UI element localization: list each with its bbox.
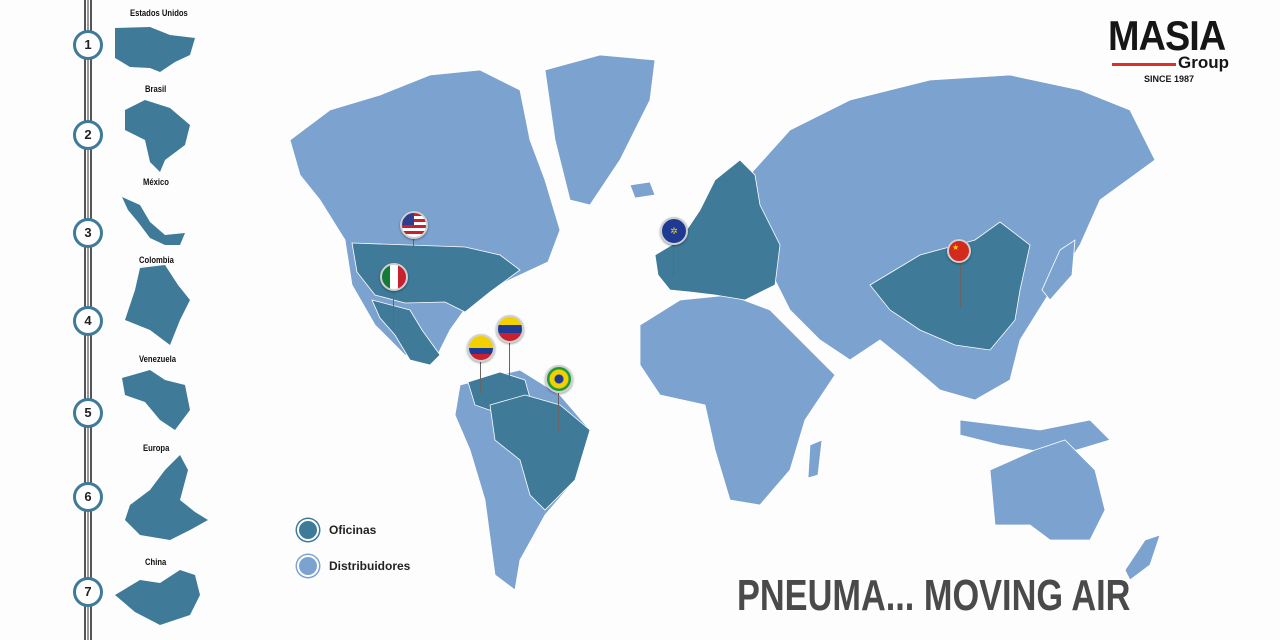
- usa-pin-stick: [413, 236, 414, 250]
- venezuela-flag-icon: [496, 315, 524, 343]
- masia-logo: MASIA Group SINCE 1987: [1108, 12, 1248, 88]
- north-america-shape: [289, 69, 561, 361]
- mexico-pin-stick: [393, 288, 394, 328]
- mini-colombia-shape: [125, 265, 190, 345]
- label-colombia: Colombia: [139, 255, 174, 265]
- legend-offices-label: Oficinas: [329, 523, 377, 537]
- step-4: 4: [73, 306, 103, 336]
- legend-distributors-label: Distribuidores: [329, 559, 411, 573]
- brazil-office-shape: [489, 394, 591, 511]
- step-3: 3: [73, 218, 103, 248]
- label-europa: Europa: [143, 443, 170, 453]
- eu-flag-icon: ✲: [660, 217, 688, 245]
- mini-mexico-shape: [122, 197, 185, 245]
- usa-office-shape: [351, 242, 521, 313]
- asia-shape: [744, 74, 1156, 401]
- label-mexico: México: [143, 177, 169, 187]
- colombia-flag-icon: [467, 334, 495, 362]
- brazil-flag-icon: [545, 365, 573, 393]
- iceland-shape: [629, 181, 656, 199]
- greenland-shape: [544, 54, 656, 206]
- step-1: 1: [73, 30, 103, 60]
- logo-since: SINCE 1987: [1144, 74, 1195, 84]
- brazil-pin-stick: [558, 390, 559, 432]
- japan-shape: [1041, 239, 1076, 301]
- mexico-flag-icon: [380, 263, 408, 291]
- distributors-swatch-icon: [297, 555, 319, 577]
- step-7: 7: [73, 577, 103, 607]
- china-flag-icon: ★: [947, 239, 971, 263]
- logo-group: Group: [1178, 53, 1229, 72]
- logo-red-line: [1112, 63, 1176, 66]
- usa-flag-icon: [400, 211, 428, 239]
- offices-swatch-icon: [297, 519, 319, 541]
- mini-venezuela-shape: [122, 370, 190, 430]
- label-usa: Estados Unidos: [130, 8, 188, 18]
- mini-europe-shape: [125, 455, 208, 540]
- china-pin-stick: [960, 264, 961, 308]
- label-venezuela: Venezuela: [139, 354, 177, 364]
- label-brasil: Brasil: [145, 84, 167, 94]
- madagascar-shape: [807, 439, 823, 479]
- mini-brasil-shape: [125, 100, 190, 172]
- sidebar-country-shapes: [115, 27, 208, 625]
- africa-shape: [639, 294, 836, 506]
- australia-shape: [989, 439, 1106, 541]
- mini-china-shape: [115, 570, 200, 625]
- venezuela-pin-stick: [509, 340, 510, 380]
- mexico-office-shape: [371, 299, 441, 366]
- legend-offices: Oficinas: [297, 519, 376, 541]
- step-5: 5: [73, 398, 103, 428]
- indonesia-shape: [959, 419, 1111, 456]
- label-china: China: [145, 557, 167, 567]
- new-zealand-shape: [1124, 534, 1161, 581]
- step-6: 6: [73, 482, 103, 512]
- europe-office-shape: [654, 159, 781, 301]
- step-2: 2: [73, 120, 103, 150]
- logo-name: MASIA: [1108, 12, 1226, 59]
- mini-usa-shape: [115, 27, 195, 72]
- colombia-pin-stick: [480, 359, 481, 394]
- legend-distributors: Distribuidores: [297, 555, 410, 577]
- slogan: PNEUMA... MOVING AIR: [737, 571, 1131, 620]
- eu-pin-stick: [673, 242, 674, 277]
